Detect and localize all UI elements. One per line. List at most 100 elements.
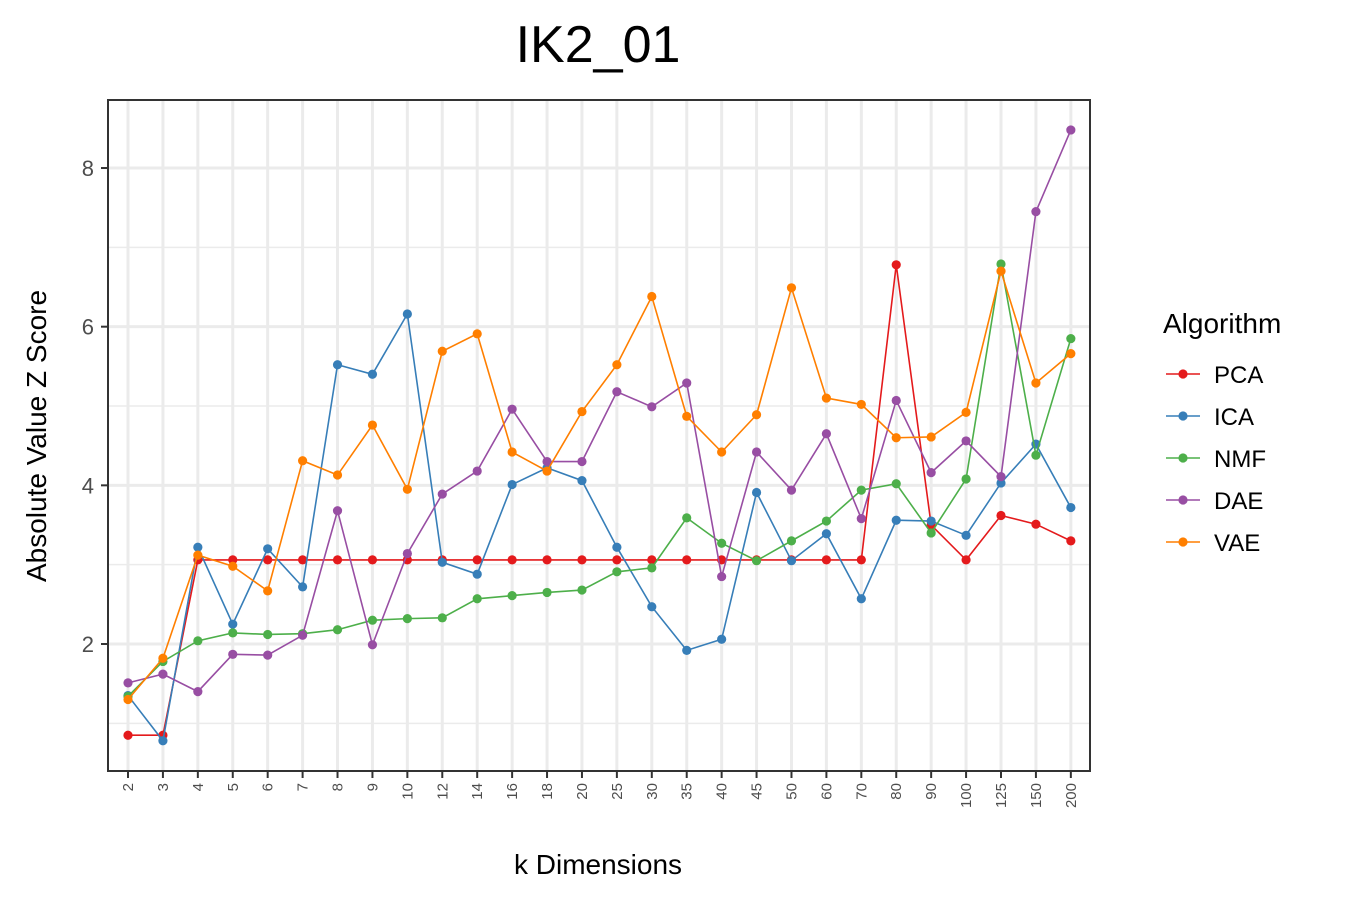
y-axis: 2 4 6 8 [82, 156, 108, 657]
data-point-pca [1066, 536, 1076, 546]
data-point-vae [507, 447, 517, 457]
legend-label: DAE [1214, 488, 1263, 515]
x-tick-label: 80 [888, 783, 905, 800]
data-point-dae [996, 472, 1006, 482]
x-tick-label: 70 [853, 783, 870, 800]
data-point-ica [751, 487, 762, 498]
legend-item-vae: VAE [1166, 530, 1260, 557]
data-point-vae [786, 283, 797, 293]
data-point-vae [717, 447, 727, 457]
data-point-pca [612, 555, 622, 565]
data-point-ica [612, 542, 622, 552]
data-point-vae [228, 561, 238, 571]
data-point-nmf [542, 587, 552, 598]
x-tick-label: 200 [1063, 783, 1080, 808]
data-point-nmf [437, 613, 447, 623]
data-point-pca [856, 555, 866, 565]
data-point-nmf [577, 585, 587, 595]
grid [108, 100, 1090, 771]
data-point-dae [228, 649, 238, 659]
data-point-nmf [263, 629, 273, 640]
data-point-nmf [751, 556, 762, 566]
data-point-dae [193, 686, 203, 697]
data-point-nmf [472, 594, 482, 604]
x-tick-label: 90 [923, 783, 940, 800]
data-point-pca [891, 260, 901, 270]
legend-title: Algorithm [1163, 308, 1281, 339]
data-point-nmf [647, 563, 657, 573]
data-point-pca [821, 555, 832, 565]
data-point-pca [367, 555, 378, 565]
data-point-pca [577, 555, 587, 565]
data-point-nmf [193, 636, 203, 646]
data-point-vae [263, 586, 273, 596]
data-point-vae [402, 484, 412, 494]
x-tick-label: 7 [295, 783, 312, 791]
data-point-vae [821, 393, 832, 403]
x-tick-label: 40 [714, 783, 731, 800]
legend-label: PCA [1214, 362, 1263, 389]
y-tick-label: 4 [82, 473, 94, 498]
x-tick-label: 10 [399, 783, 416, 800]
data-point-nmf [996, 259, 1006, 269]
data-point-dae [856, 514, 866, 524]
data-point-vae [996, 266, 1006, 276]
legend-item-nmf: NMF [1166, 446, 1266, 473]
data-point-nmf [717, 538, 727, 548]
data-point-pca [332, 555, 343, 565]
data-point-dae [717, 571, 727, 582]
data-point-ica [891, 515, 901, 525]
y-tick-label: 2 [82, 632, 94, 657]
series-pca [123, 260, 1076, 740]
series-line-pca [128, 264, 1072, 737]
data-point-vae [123, 694, 133, 705]
x-tick-label: 30 [644, 783, 661, 800]
data-point-nmf [507, 591, 517, 601]
data-point-ica [298, 582, 308, 592]
data-point-dae [926, 468, 936, 478]
x-tick-label: 50 [783, 783, 800, 800]
data-point-dae [1031, 207, 1041, 217]
data-point-ica [472, 569, 482, 579]
x-tick-label: 6 [260, 783, 277, 791]
x-tick-label: 35 [679, 783, 696, 800]
series-vae [123, 266, 1076, 705]
data-point-dae [437, 489, 447, 499]
data-point-ica [786, 556, 797, 566]
data-point-vae [332, 470, 343, 480]
data-point-pca [542, 555, 552, 565]
data-point-nmf [1031, 450, 1041, 460]
x-tick-label: 4 [190, 783, 207, 791]
x-tick-label: 150 [1028, 783, 1045, 808]
data-point-vae [437, 346, 447, 356]
x-tick-label: 60 [818, 783, 835, 800]
data-point-vae [856, 399, 866, 410]
x-tick-label: 3 [155, 783, 172, 791]
data-point-dae [402, 548, 412, 559]
data-point-vae [1066, 349, 1076, 359]
data-point-dae [158, 669, 168, 679]
data-point-ica [402, 309, 412, 319]
data-point-dae [263, 650, 273, 660]
data-point-dae [612, 387, 622, 397]
data-point-ica [158, 736, 168, 746]
x-tick-label: 20 [574, 783, 591, 800]
legend-swatch-point [1178, 453, 1188, 463]
data-point-pca [1031, 519, 1041, 529]
data-point-dae [891, 395, 901, 406]
data-point-vae [891, 433, 901, 443]
data-point-vae [612, 360, 622, 370]
data-point-nmf [682, 513, 692, 523]
data-point-dae [507, 404, 517, 414]
data-point-dae [821, 429, 832, 439]
data-point-nmf [856, 485, 866, 495]
data-point-pca [682, 555, 692, 565]
data-point-ica [1066, 502, 1076, 513]
data-point-vae [1031, 378, 1041, 388]
data-point-pca [647, 555, 657, 565]
data-point-ica [437, 557, 447, 567]
data-point-nmf [228, 628, 238, 638]
data-point-dae [751, 447, 762, 457]
series-layer [123, 125, 1076, 746]
data-point-pca [263, 555, 273, 565]
